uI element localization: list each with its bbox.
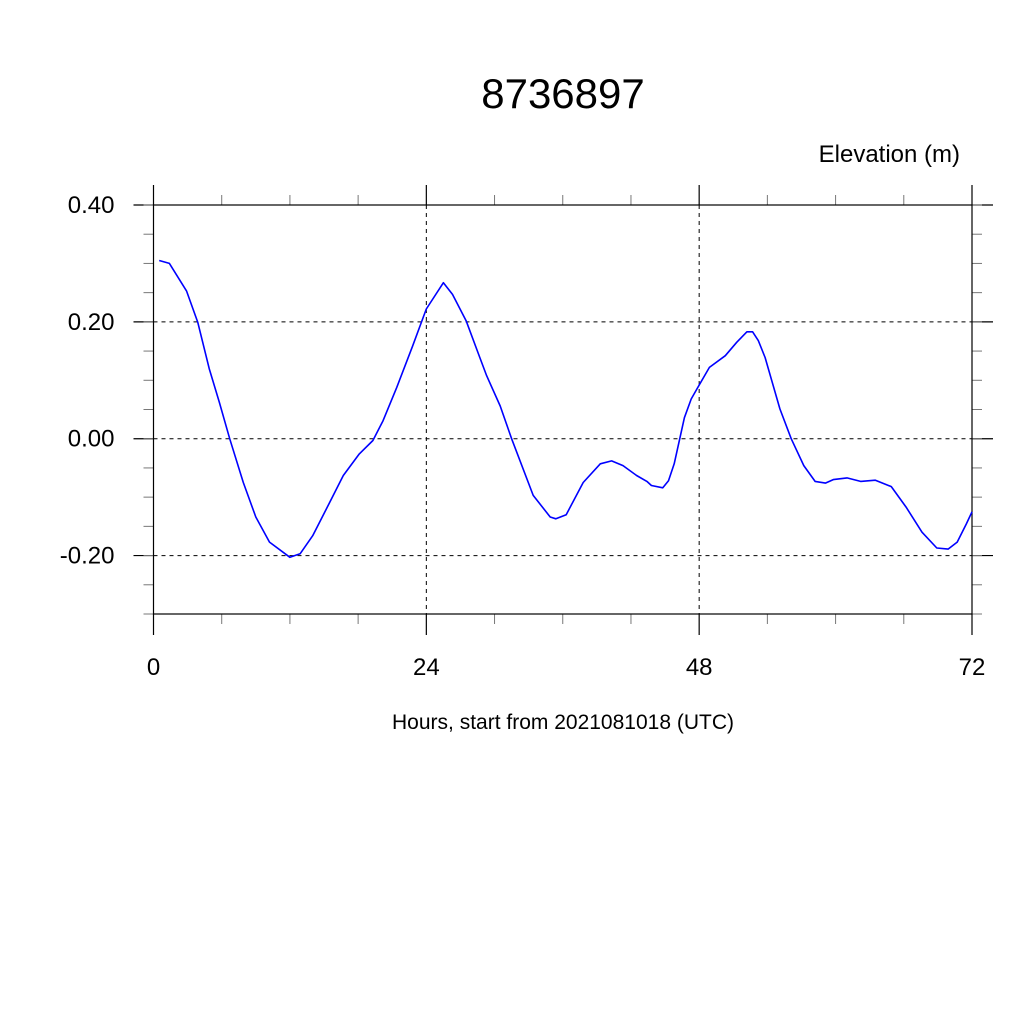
axis-ticks (133, 185, 993, 635)
tick-labels: 0.40 0.20 0.00 -0.20 0 24 48 72 (60, 192, 986, 681)
series-line (158, 259, 973, 559)
x-tick-label: 48 (686, 654, 713, 681)
series-group (158, 259, 973, 559)
plot-frame (152, 204, 973, 615)
y-axis-label: Elevation (m) (819, 141, 960, 168)
chart-title: 8736897 (481, 70, 645, 117)
x-tick-label: 0 (147, 654, 160, 681)
x-tick-label: 72 (959, 654, 986, 681)
y-tick-label: 0.20 (68, 309, 115, 336)
y-tick-label: 0.00 (68, 426, 115, 453)
y-tick-label: 0.40 (68, 192, 115, 219)
x-axis-label: Hours, start from 2021081018 (UTC) (392, 711, 734, 734)
y-tick-label: -0.20 (60, 543, 115, 570)
grid-lines (153, 204, 973, 614)
x-tick-label: 24 (413, 654, 440, 681)
